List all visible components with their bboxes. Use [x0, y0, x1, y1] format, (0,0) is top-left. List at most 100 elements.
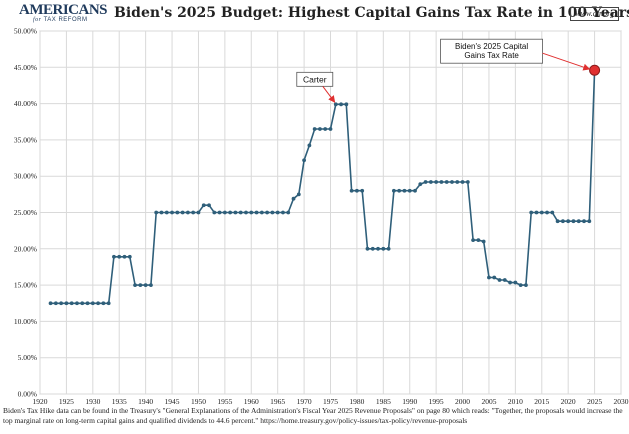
annotation-label-biden-2025: Biden's 2025 Capital Gains Tax Rate: [455, 42, 528, 60]
data-point: [407, 188, 412, 193]
data-point: [238, 210, 243, 215]
data-point: [296, 192, 301, 197]
data-point-2025-highlight: [589, 64, 601, 76]
data-point: [175, 210, 180, 215]
x-tick-label: 1985: [376, 397, 391, 406]
data-point: [513, 280, 518, 285]
data-point: [143, 283, 148, 287]
data-point: [212, 210, 217, 215]
data-point: [365, 246, 370, 251]
data-point: [402, 188, 407, 193]
x-tick-label: 1930: [85, 397, 100, 406]
data-point: [497, 278, 502, 282]
x-tick-label: 1975: [323, 397, 338, 406]
logo-subtitle: for TAX REFORM: [33, 17, 88, 23]
data-point: [349, 188, 354, 193]
data-point: [170, 210, 174, 215]
x-tick-label: 2010: [508, 397, 523, 406]
data-point: [428, 180, 433, 184]
y-tick-label: 40.00%: [14, 99, 37, 108]
annotation-arrow-carter: [322, 86, 336, 103]
data-point: [138, 283, 143, 287]
data-point: [291, 196, 296, 201]
data-point: [413, 188, 417, 193]
data-point: [434, 180, 439, 184]
data-point: [529, 210, 534, 215]
data-point: [80, 301, 85, 306]
data-point: [302, 158, 306, 163]
annotation-box-biden-2025: [440, 38, 543, 64]
x-tick-label: 1965: [270, 397, 285, 406]
x-tick-label: 1940: [138, 397, 153, 406]
data-point: [106, 301, 111, 306]
data-point: [149, 283, 153, 287]
data-point: [112, 254, 116, 259]
annotation-label-carter: Carter: [303, 74, 327, 84]
data-point: [217, 210, 222, 215]
data-point: [312, 127, 317, 131]
data-point: [355, 188, 359, 193]
data-point: [381, 246, 386, 251]
data-point: [196, 210, 201, 215]
data-point: [487, 275, 491, 280]
data-point: [576, 219, 581, 224]
data-point: [423, 180, 428, 184]
data-point: [270, 210, 275, 215]
y-tick-label: 5.00%: [18, 353, 37, 362]
x-tick-label: 2025: [587, 397, 602, 406]
x-tick-label: 1920: [33, 397, 48, 406]
data-point: [582, 219, 586, 224]
data-point: [275, 210, 280, 215]
x-tick-label: 1990: [402, 397, 417, 406]
data-point: [545, 210, 549, 215]
x-tick-label: 2000: [455, 397, 470, 406]
data-point: [249, 210, 254, 215]
data-point: [333, 102, 338, 107]
x-tick-label: 1970: [297, 397, 312, 406]
data-point: [386, 246, 391, 251]
data-point: [376, 246, 380, 251]
x-tick-label: 1960: [244, 397, 259, 406]
logo-wordmark: AMERICANS: [19, 2, 108, 18]
data-point: [64, 301, 69, 306]
data-point: [492, 275, 497, 280]
y-tick-label: 15.00%: [14, 281, 37, 290]
annotation-arrow-biden-2025: [542, 52, 591, 71]
data-point: [444, 180, 449, 184]
data-point: [286, 210, 291, 215]
data-point: [254, 210, 259, 215]
data-point: [159, 210, 164, 215]
data-point: [502, 278, 507, 282]
data-point: [450, 180, 454, 184]
data-point: [96, 301, 100, 306]
x-tick-label: 2005: [481, 397, 496, 406]
data-point: [122, 254, 127, 259]
data-point: [69, 301, 74, 306]
x-tick-label: 1945: [165, 397, 180, 406]
y-tick-label: 30.00%: [14, 172, 37, 181]
data-point: [439, 180, 444, 184]
data-point: [117, 254, 122, 259]
data-point: [524, 283, 528, 287]
data-point: [508, 280, 512, 285]
data-point: [127, 254, 132, 259]
data-point: [75, 301, 79, 306]
x-tick-label: 2015: [534, 397, 549, 406]
data-point: [550, 210, 555, 215]
data-point: [555, 219, 560, 224]
chart-title: Biden's 2025 Budget: Highest Capital Gai…: [114, 5, 629, 21]
data-point: [571, 219, 576, 224]
source-url-badge: www.atr.org: [570, 7, 619, 21]
capital-gains-line-chart: 0.00% 5.00% 10.00% 15.00% 20.00% 25.00% 30.00%…: [14, 27, 629, 407]
annotation-box-carter: [296, 71, 334, 87]
x-tick-label: 2030: [614, 397, 629, 406]
data-point: [53, 301, 58, 306]
data-point: [101, 301, 106, 306]
data-point: [476, 238, 481, 242]
data-point: [391, 188, 396, 193]
data-point: [222, 210, 227, 215]
data-point: [539, 210, 544, 215]
series-line: [50, 70, 596, 305]
data-point: [481, 239, 486, 244]
data-point: [339, 102, 343, 107]
